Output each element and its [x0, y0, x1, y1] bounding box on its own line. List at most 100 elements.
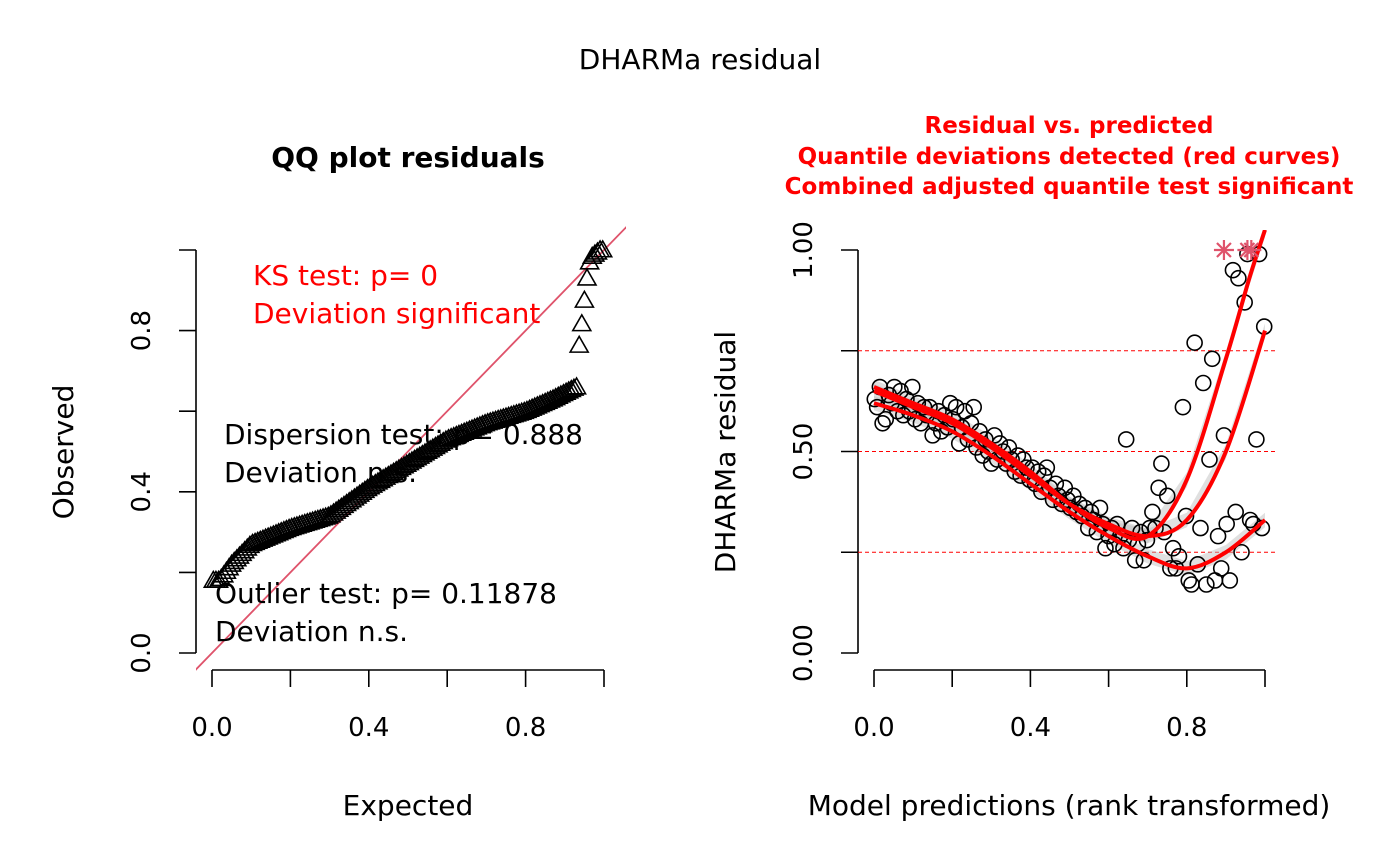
residual-point: [1192, 519, 1209, 537]
qq-point: [466, 416, 488, 435]
residual-y-axis-label: DHARMa residual: [709, 331, 742, 573]
residual-title-line-2: Quantile deviations detected (red curves…: [798, 144, 1341, 170]
qq-point: [244, 531, 266, 551]
qq-point: [459, 419, 480, 438]
qq-point: [576, 267, 598, 286]
outlier-test-text: Outlier test: p= 0.11878: [215, 577, 557, 610]
ks-test-text: KS test: p= 0: [253, 259, 438, 292]
x-tick-label-4: 0.8: [505, 713, 546, 743]
residual-point: [1224, 261, 1242, 279]
qq-point: [268, 522, 290, 541]
residual-point: [1183, 576, 1200, 593]
qq-point: [461, 418, 483, 437]
confidence-band-q50: [874, 323, 1265, 544]
qq-point: [438, 428, 459, 447]
dispersion-test-text: Dispersion test: p= 0.888: [224, 418, 583, 451]
x-tick-label-0: 0.0: [853, 713, 894, 743]
residual-point: [1212, 560, 1230, 577]
residual-point: [1201, 451, 1218, 468]
residual-point: [874, 414, 891, 432]
residual-point: [947, 398, 965, 416]
qq-point: [581, 245, 603, 264]
qq-point: [451, 422, 472, 442]
ks-deviation-text: Deviation significant: [253, 297, 540, 330]
outlier-star: [1241, 240, 1262, 260]
residual-point: [1186, 334, 1203, 351]
qq-point: [456, 420, 478, 439]
x-tick-label-2: 0.4: [1010, 713, 1051, 743]
residual-point: [1180, 572, 1198, 589]
residual-point: [1241, 511, 1259, 529]
y-tick-label-0: 0.0: [127, 632, 157, 673]
qq-point: [249, 529, 271, 548]
x-tick-label-2: 0.4: [348, 713, 389, 743]
qq-point: [270, 521, 292, 540]
qq-point: [560, 379, 582, 398]
qq-point: [263, 524, 284, 543]
residual-point: [1126, 552, 1144, 569]
qq-point: [563, 377, 585, 396]
qq-plot-title: QQ plot residuals: [271, 141, 545, 174]
qq-point: [592, 239, 614, 258]
residual-point: [1144, 503, 1161, 521]
dispersion-deviation-text: Deviation n.s.: [224, 456, 417, 489]
residual-point: [1203, 350, 1221, 368]
residual-point: [1150, 479, 1167, 497]
qq-y-axis-label: Observed: [47, 385, 80, 520]
residual-title-line-3: Combined adjusted quantile test signific…: [785, 174, 1354, 200]
qq-point: [568, 334, 590, 353]
residual-point: [1194, 374, 1212, 392]
y-tick-label-0: 0.00: [789, 624, 819, 682]
residual-point: [1233, 543, 1250, 561]
outlier-star: [1213, 240, 1234, 260]
qq-point: [208, 569, 229, 589]
qq-point: [257, 526, 279, 545]
residual-point: [1198, 576, 1215, 593]
residual-point: [1091, 499, 1109, 517]
outlier-stars: [1213, 240, 1262, 260]
x-tick-label-4: 0.8: [1166, 713, 1207, 743]
residual-point: [1038, 459, 1056, 476]
outlier-deviation-text: Deviation n.s.: [215, 615, 408, 648]
qq-point: [252, 528, 274, 547]
quantile-curve-q25: [873, 401, 1267, 571]
qq-point: [555, 381, 577, 400]
qq-point: [247, 530, 269, 550]
residual-point: [1174, 398, 1192, 416]
qq-points: [202, 239, 614, 589]
quantile-curves: [873, 230, 1267, 571]
residual-point: [1153, 455, 1170, 472]
residual-x-axis-label: Model predictions (rank transformed): [808, 789, 1331, 822]
residual-point: [877, 410, 895, 428]
residual-point: [1218, 515, 1235, 533]
residual-title-line-1: Residual vs. predicted: [924, 113, 1213, 139]
residual-x-ticks: 0.0 0.4 0.8: [853, 670, 1266, 743]
qq-point: [574, 289, 595, 308]
qq-point: [242, 533, 263, 552]
qq-point: [584, 243, 606, 262]
qq-x-ticks: 0.0 0.4 0.8: [191, 670, 605, 743]
qq-point: [317, 505, 339, 524]
qq-point: [566, 376, 587, 395]
qq-y-ticks: 0.0 0.4 0.8: [127, 249, 196, 674]
y-tick-label-4: 1.00: [789, 221, 819, 279]
residual-point: [1227, 503, 1244, 521]
qq-point: [448, 423, 470, 443]
figure-main-title: DHARMa residual: [579, 43, 821, 76]
qq-point: [587, 241, 608, 260]
quantile-curve-q75: [873, 230, 1267, 542]
y-tick-label-4: 0.8: [127, 310, 157, 351]
residual-point: [1117, 431, 1135, 448]
qq-point: [571, 313, 593, 332]
residual-point: [904, 378, 921, 396]
residual-y-ticks: 0.00 0.50 1.00: [789, 221, 858, 682]
residual-point: [965, 398, 983, 416]
residual-point: [1158, 487, 1176, 505]
residual-point: [1097, 539, 1114, 557]
qq-point: [558, 380, 580, 399]
qq-point: [440, 427, 462, 446]
qq-reference-line: [196, 226, 626, 671]
residual-point: [1209, 527, 1227, 545]
qq-point: [443, 426, 465, 445]
